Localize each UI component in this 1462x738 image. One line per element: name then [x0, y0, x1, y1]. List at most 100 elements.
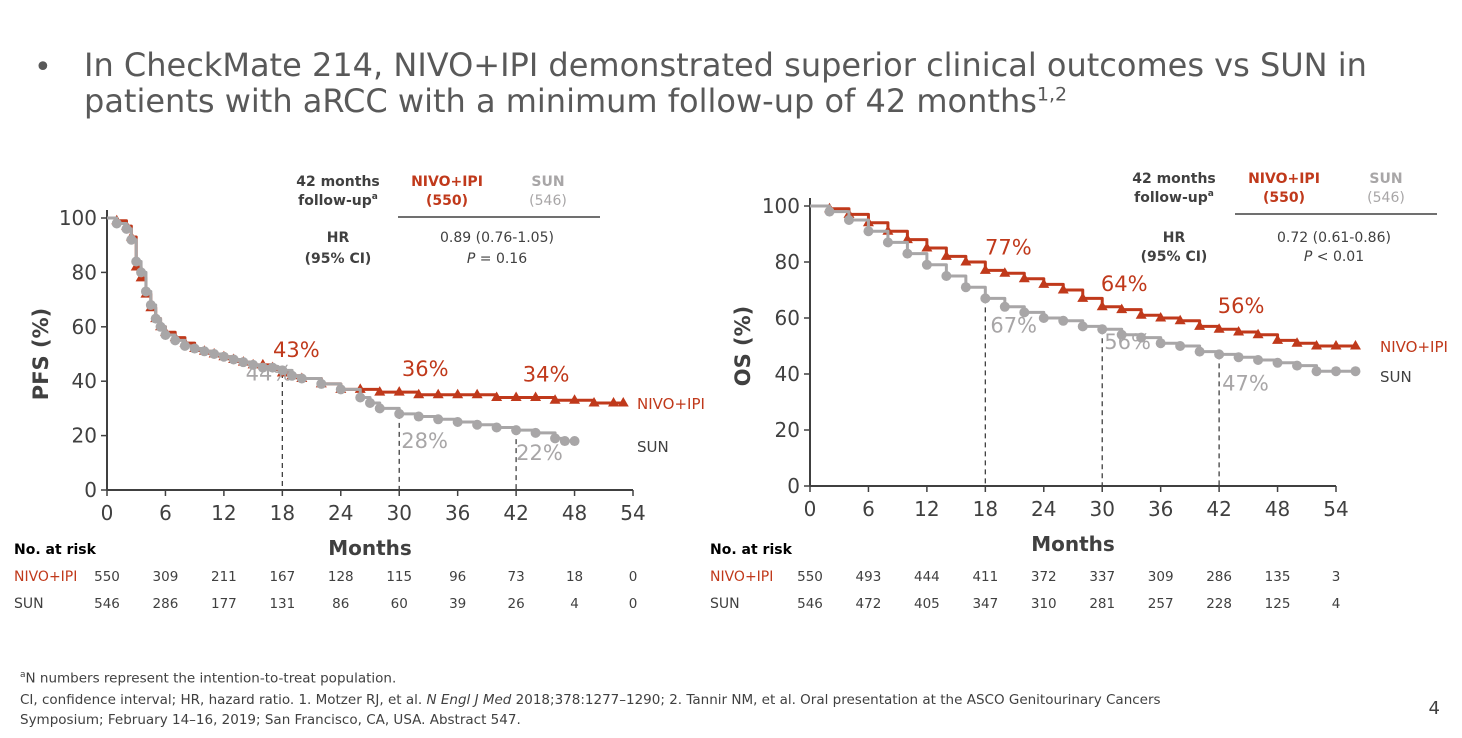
- nivo-ipi-censor-marker: [569, 394, 581, 404]
- sun-censor-marker: [394, 408, 405, 419]
- sun-censor-marker: [365, 397, 375, 408]
- footnote-references-cont: Symposium; February 14–16, 2019; San Fra…: [20, 712, 521, 728]
- sun-censor-marker: [140, 286, 151, 297]
- footnote-ref-journal: N Engl J Med: [426, 692, 512, 708]
- sun-censor-marker: [1175, 341, 1186, 351]
- risk-cell: 86: [332, 596, 349, 612]
- summary-sun-n: (546): [529, 193, 567, 209]
- sun-censor-marker: [277, 365, 288, 376]
- risk-cell: 550: [797, 569, 823, 585]
- sun-censor-marker: [882, 237, 893, 248]
- x-tick-label: 18: [973, 497, 998, 521]
- nivo-ipi-censor-marker: [1349, 340, 1361, 350]
- sun-censor-marker: [267, 362, 278, 373]
- sun-censor-marker: [472, 419, 483, 430]
- summary-nivo-n: (550): [1263, 190, 1305, 206]
- sun-censor-marker: [863, 226, 874, 237]
- summary-followup-text: follow-up: [298, 193, 372, 209]
- sun-end-label: SUN: [637, 438, 669, 456]
- os-chart: 0 20 40 60 80 100 0 6 12 18 24 30 36 42 48 54 OS (%) Mont…: [710, 171, 1448, 612]
- sun-censor-marker: [1116, 329, 1127, 340]
- y-tick-label: 0: [787, 474, 800, 498]
- summary-hr-value: 0.72 (0.61-0.86): [1277, 230, 1391, 246]
- sun-censor-marker: [374, 403, 385, 414]
- nivo-ipi-censor-marker: [1155, 312, 1167, 322]
- summary-footnote-marker: a: [1208, 189, 1214, 199]
- x-tick-label: 42: [503, 501, 528, 525]
- nivo-ipi-censor-marker: [549, 394, 561, 404]
- sun-censor-marker: [1077, 321, 1088, 332]
- nivo-ipi-censor-marker: [530, 391, 542, 402]
- sun-censor-marker: [511, 425, 522, 436]
- nivo-ipi-censor-marker: [1057, 284, 1069, 294]
- y-tick-label: 20: [72, 424, 97, 448]
- summary-ci-label: (95% CI): [305, 251, 372, 267]
- x-tick-label: 12: [211, 501, 236, 525]
- nivo-ipi-censor-marker: [471, 388, 483, 399]
- x-tick-label: 24: [1031, 497, 1056, 521]
- nivo-ipi-censor-marker: [960, 256, 972, 266]
- title-reference-superscript: 1,2: [1036, 83, 1068, 106]
- risk-cell: 546: [94, 596, 120, 612]
- x-tick-label: 54: [620, 501, 645, 525]
- footnote-ref-pre: CI, confidence interval; HR, hazard rati…: [20, 692, 427, 708]
- summary-p-letter: P: [467, 251, 476, 267]
- sun-censor-marker: [287, 370, 298, 381]
- x-tick-label: 18: [270, 501, 295, 525]
- nivo-ipi-censor-marker: [1291, 337, 1303, 347]
- sun-censor-marker: [1155, 338, 1166, 349]
- x-tick-label: 42: [1206, 497, 1231, 521]
- page-number: 4: [1428, 698, 1440, 719]
- summary-hr-label: HR: [1163, 230, 1186, 246]
- summary-sun-header: SUN: [1369, 171, 1402, 187]
- x-tick-label: 0: [804, 497, 817, 521]
- footnote-itt-text: N numbers represent the intention-to-tre…: [25, 670, 397, 687]
- footnote-ref-post: 2018;378:1277–1290; 2. Tannir NM, et al.…: [511, 692, 1161, 708]
- risk-row-label-sun: SUN: [710, 596, 740, 612]
- footnote-marker: a: [20, 670, 26, 680]
- sun-censor-marker: [941, 271, 952, 281]
- summary-followup-label-2: follow-upa: [1134, 189, 1214, 206]
- risk-cell: 228: [1206, 596, 1232, 612]
- sun-censor-marker: [1058, 315, 1069, 326]
- sun-censor-marker: [550, 433, 561, 444]
- sun-censor-marker: [1136, 332, 1147, 343]
- nivo-ipi-landmark-label: 64%: [1101, 272, 1148, 296]
- sun-landmark-label: 47%: [1222, 371, 1269, 395]
- nivo-ipi-censor-marker: [1194, 320, 1206, 330]
- summary-hr-value: 0.89 (0.76-1.05): [440, 230, 554, 246]
- nivo-ipi-censor-marker: [901, 233, 913, 244]
- sun-censor-marker: [433, 414, 444, 425]
- risk-cell: 135: [1265, 569, 1291, 585]
- x-tick-label: 48: [1265, 497, 1290, 521]
- summary-p-rest: = 0.16: [475, 251, 527, 267]
- y-tick-label: 100: [762, 194, 800, 218]
- sun-landmark-label: 44%: [246, 361, 293, 385]
- sun-censor-marker: [111, 218, 122, 229]
- y-tick-label: 40: [72, 369, 97, 393]
- sun-landmark-label: 28%: [401, 429, 448, 453]
- y-tick-label: 40: [775, 362, 800, 386]
- nivo-ipi-censor-marker: [1077, 292, 1089, 302]
- risk-cell: 405: [914, 596, 940, 612]
- risk-cell: 286: [1206, 569, 1232, 585]
- nivo-ipi-censor-marker: [432, 388, 444, 399]
- sun-censor-marker: [980, 293, 991, 304]
- risk-cell: 550: [94, 569, 120, 585]
- sun-censor-marker: [1311, 366, 1322, 377]
- sun-censor-marker: [1233, 352, 1244, 363]
- sun-censor-marker: [1019, 307, 1030, 318]
- sun-end-label: SUN: [1380, 368, 1412, 386]
- nivo-ipi-censor-marker: [393, 386, 405, 396]
- nivo-ipi-censor-marker: [940, 250, 952, 260]
- nivo-ipi-censor-marker: [1038, 278, 1050, 288]
- sun-censor-marker: [1292, 360, 1303, 371]
- nivo-ipi-censor-marker: [921, 242, 933, 252]
- summary-sun-n: (546): [1367, 190, 1405, 206]
- x-tick-label: 12: [914, 497, 939, 521]
- summary-followup-label: 42 months: [296, 174, 380, 190]
- summary-followup-text: follow-up: [1134, 190, 1208, 206]
- sun-censor-marker: [921, 259, 932, 270]
- nivo-ipi-censor-marker: [1330, 340, 1342, 350]
- nivo-ipi-landmark-label: 36%: [402, 357, 449, 381]
